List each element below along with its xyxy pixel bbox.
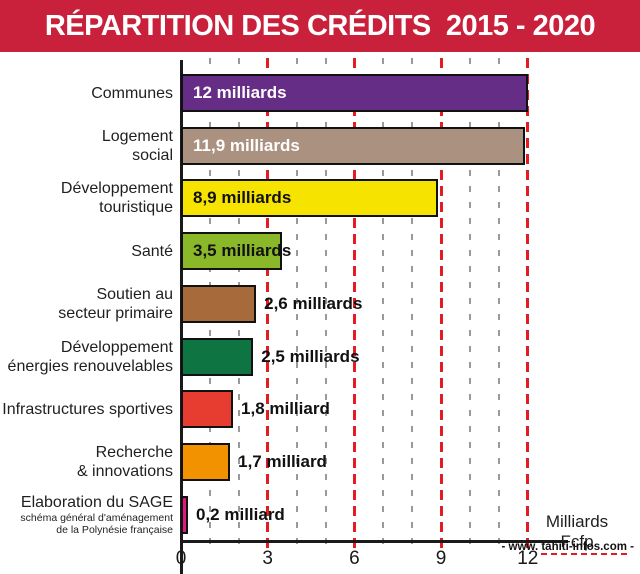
category-label-line: Recherche [95,443,173,461]
category-label: Santé [0,223,173,279]
value-label: 0,2 milliard [196,504,285,524]
category-label-line: Communes [91,84,173,102]
category-label: Développement touristique [0,170,173,226]
bar: 11,9 milliards [181,126,525,165]
bar [181,284,257,323]
gridline-minor [411,58,414,548]
watermark-prefix: - www. [501,541,542,553]
value-label: 8,9 milliards [193,188,292,208]
category-sublabel-line: schéma général d'aménagement [20,512,173,525]
category-label-line: social [132,146,173,164]
page-title: RÉPARTITION DES CRÉDITS 2015 - 2020 [44,10,596,42]
category-label-line: Développement [60,338,173,356]
category-label-line: énergies renouvelables [7,357,173,375]
x-tick-label: 9 [435,548,447,569]
category-label-line: secteur primaire [58,304,173,322]
title-banner: RÉPARTITION DES CRÉDITS 2015 - 2020 [0,0,640,52]
bar: 8,9 milliards [181,179,439,218]
category-label: Logement social [0,118,173,174]
x-axis-line [180,540,568,543]
bar-chart: Communes 12 milliards Logement social 11,9 m… [0,52,640,574]
value-label: 1,7 milliard [238,451,327,471]
x-tick-label: 6 [349,548,360,569]
category-sublabel-line: de la Polynésie française [56,524,173,537]
gridline-major [526,58,530,548]
category-label-line: Elaboration du SAGE [20,494,173,512]
bar: 3,5 milliards [181,232,291,271]
category-label: Elaboration du SAGE schéma général d'amén… [0,487,173,543]
value-label: 12 milliards [193,83,287,102]
category-label: Développement énergies renouvelables [0,329,173,385]
value-label: 2,6 milliards [264,293,363,313]
unit-line-2: Fcfp [560,532,594,551]
watermark-suffix: - [626,541,634,553]
bar [181,442,231,481]
bar [181,337,254,376]
gridline-minor [497,58,500,548]
watermark-site: tahiti-infos.com [541,541,627,555]
gridline-major [439,58,443,548]
value-label: 11,9 milliards [193,135,300,155]
category-label: Soutien au secteur primaire [0,276,173,332]
gridline-minor [324,58,327,548]
value-label: 3,5 milliards [193,241,292,261]
gridline-minor [295,58,298,548]
gridline-major [266,58,270,548]
unit-line-1: Milliards [545,512,609,531]
x-axis-unit-label: Milliards Fcfp [534,512,620,552]
bar: 12 milliards [181,74,528,112]
category-label: Communes [0,65,173,121]
bar [181,390,234,429]
category-label-line: Santé [131,242,173,260]
category-label: Recherche & innovations [0,434,173,490]
category-label-line: Logement [101,127,173,145]
category-label-line: & innovations [76,462,173,480]
value-label: 2,5 milliards [261,346,360,366]
x-tick-label: 3 [262,548,273,569]
category-label-line: Soutien au [96,285,173,303]
x-tick-label: 12 [517,548,539,569]
gridline-minor [382,58,385,548]
category-label-line: Développement [60,180,173,198]
x-tick-label: 0 [175,548,187,569]
bar [181,495,188,534]
watermark: - www. tahiti-infos.com - [501,541,634,555]
value-label: 1,8 milliard [241,399,330,419]
category-label-line: touristique [99,199,173,217]
category-label-line: Infrastructures sportives [2,400,173,418]
gridline-minor [469,58,471,548]
gridline-major [352,58,356,548]
category-label: Infrastructures sportives [0,381,173,437]
